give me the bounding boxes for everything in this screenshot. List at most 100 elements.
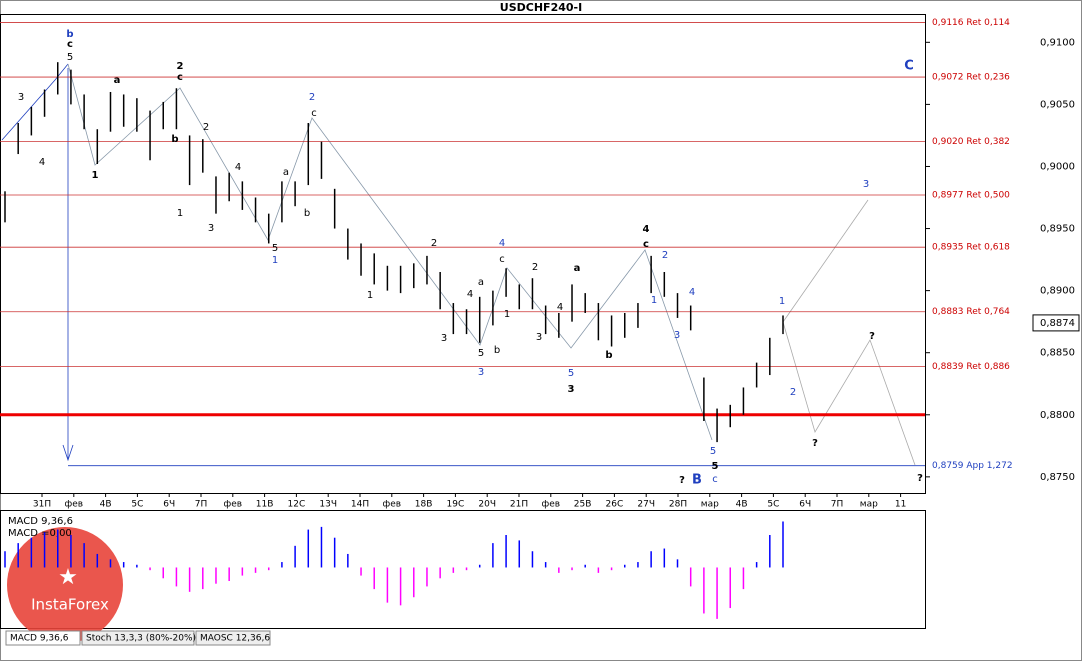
wave-label: 1 bbox=[177, 208, 183, 219]
wave-label: c bbox=[643, 239, 649, 250]
x-tick-label: 4В bbox=[100, 500, 112, 510]
wave-label: a bbox=[478, 277, 484, 288]
plot-frame bbox=[0, 14, 926, 494]
logo: ★ InstaForex bbox=[7, 527, 123, 643]
tab-label: MAOSC 12,36,6 bbox=[200, 634, 270, 644]
wave-label: 5 bbox=[478, 348, 484, 359]
wave-label: 3 bbox=[536, 332, 542, 343]
wave-label: 2 bbox=[532, 262, 538, 273]
wave-label: a bbox=[283, 167, 289, 178]
indicator-tab[interactable] bbox=[81, 630, 195, 646]
wave-label: 3 bbox=[863, 179, 869, 190]
wave-label: c bbox=[67, 39, 73, 50]
x-tick-label: 25В bbox=[574, 500, 592, 510]
wave-label: 5 bbox=[272, 243, 278, 254]
wave-label: ? bbox=[917, 473, 923, 484]
indicator-tab[interactable] bbox=[195, 630, 271, 646]
wave-label: 2 bbox=[203, 122, 209, 133]
wave-label: 1 bbox=[651, 295, 657, 306]
wave-label: b bbox=[171, 134, 178, 145]
wave-label: ? bbox=[679, 475, 685, 486]
x-tick-label: фев bbox=[542, 500, 561, 510]
level-label: 0,8759 App 1,272 bbox=[932, 461, 1013, 471]
wave-label: 2 bbox=[431, 238, 437, 249]
y-tick-label: 0,8750 bbox=[1040, 472, 1075, 483]
wave-label: 4 bbox=[467, 289, 473, 300]
wave-label: 3 bbox=[478, 367, 484, 378]
wave-label: 4 bbox=[39, 157, 45, 168]
x-tick-label: 19С bbox=[447, 500, 465, 510]
y-tick-label: 0,9100 bbox=[1040, 37, 1075, 48]
macd-legend: MACD =0,00 bbox=[8, 528, 72, 539]
wave-label: C bbox=[904, 59, 914, 74]
y-tick-label: 0,8950 bbox=[1040, 224, 1075, 235]
wave-label: 5 bbox=[67, 52, 73, 63]
x-tick-label: 11В bbox=[256, 500, 274, 510]
svg-text:★: ★ bbox=[58, 565, 78, 590]
wave-label: 4 bbox=[689, 287, 695, 298]
y-tick-label: 0,9000 bbox=[1040, 161, 1075, 172]
wave-label: c bbox=[712, 474, 718, 485]
wave-label: c bbox=[311, 108, 317, 119]
x-tick-label: мар bbox=[701, 500, 719, 510]
y-tick-label: 0,8900 bbox=[1040, 286, 1075, 297]
wave-label: 3 bbox=[441, 333, 447, 344]
level-label: 0,8977 Ret 0,500 bbox=[932, 191, 1010, 201]
wave-label: 1 bbox=[92, 170, 99, 181]
x-tick-label: 11 bbox=[895, 500, 906, 510]
x-tick-label: 20Ч bbox=[478, 500, 496, 510]
x-tick-label: 7П bbox=[831, 500, 844, 510]
wave-label: 2 bbox=[309, 92, 315, 103]
x-tick-label: 13Ч bbox=[319, 500, 337, 510]
wave-label: b bbox=[494, 345, 500, 356]
wave-label: ? bbox=[869, 331, 875, 342]
wave-label: 3 bbox=[674, 330, 680, 341]
x-tick-label: фев bbox=[65, 500, 84, 510]
x-tick-label: 5С bbox=[767, 500, 779, 510]
x-tick-label: 6Ч bbox=[799, 500, 811, 510]
wave-label: b bbox=[66, 29, 73, 40]
x-tick-label: фев bbox=[224, 500, 243, 510]
macd-legend: MACD 9,36,6 bbox=[8, 516, 73, 527]
wave-label: 3 bbox=[568, 384, 575, 395]
x-tick-label: 31П bbox=[33, 500, 51, 510]
wave-label: 5 bbox=[710, 446, 716, 457]
y-tick-label: 0,8850 bbox=[1040, 348, 1075, 359]
x-tick-label: 18В bbox=[415, 500, 433, 510]
x-tick-label: 7П bbox=[195, 500, 208, 510]
wave-label: 4 bbox=[235, 162, 241, 173]
wave-label: ? bbox=[812, 438, 818, 449]
last-price-label: 0,8874 bbox=[1040, 318, 1075, 329]
y-tick-label: 0,9050 bbox=[1040, 99, 1075, 110]
indicator-tab[interactable] bbox=[5, 630, 81, 646]
wave-label: c bbox=[177, 72, 183, 83]
wave-label: 3 bbox=[18, 92, 24, 103]
wave-label: 4 bbox=[499, 238, 505, 249]
x-tick-label: 12С bbox=[288, 500, 306, 510]
wave-label: 2 bbox=[177, 61, 184, 72]
y-tick-label: 0,8800 bbox=[1040, 410, 1075, 421]
tab-label: Stoch 13,3,3 (80%-20%) bbox=[86, 634, 196, 644]
tab-label: MACD 9,36,6 bbox=[10, 634, 69, 644]
x-tick-label: фев bbox=[383, 500, 402, 510]
wave-label: 1 bbox=[779, 296, 785, 307]
level-label: 0,8839 Ret 0,886 bbox=[932, 362, 1010, 372]
wave-label: 1 bbox=[367, 290, 373, 301]
level-label: 0,8935 Ret 0,618 bbox=[932, 243, 1010, 253]
wave-label: 2 bbox=[662, 250, 668, 261]
macd-frame bbox=[0, 510, 926, 629]
wave-label: 4 bbox=[643, 224, 650, 235]
level-label: 0,8883 Ret 0,764 bbox=[932, 307, 1010, 317]
wave-label: a bbox=[114, 75, 121, 86]
wave-label: b bbox=[605, 350, 612, 361]
wave-label: 2 bbox=[790, 387, 796, 398]
wave-label: 4 bbox=[557, 302, 563, 313]
level-label: 0,9072 Ret 0,236 bbox=[932, 73, 1010, 83]
wave-label: c bbox=[499, 254, 505, 265]
x-tick-label: 28П bbox=[669, 500, 687, 510]
logo-text: InstaForex bbox=[31, 596, 109, 614]
level-label: 0,9020 Ret 0,382 bbox=[932, 137, 1010, 147]
wave-label: 3 bbox=[208, 223, 214, 234]
x-tick-label: 6Ч bbox=[163, 500, 175, 510]
